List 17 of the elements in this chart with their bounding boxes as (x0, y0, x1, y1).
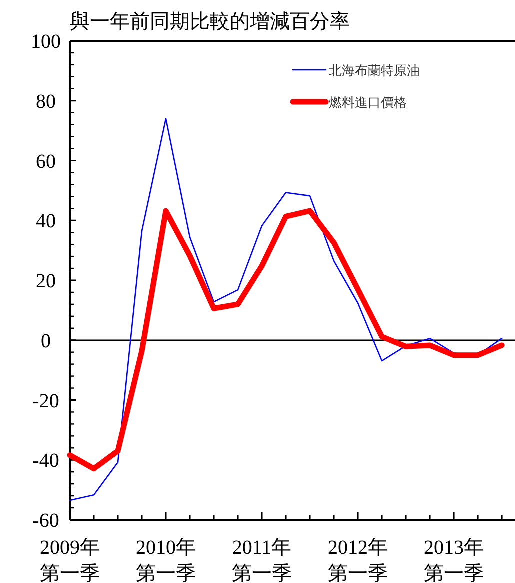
y-tick-label: 40 (36, 210, 56, 233)
x-tick-label: 2011年第一季 (232, 537, 292, 583)
legend-label: 燃料進口價格 (329, 96, 407, 111)
y-tick-label: -40 (32, 450, 60, 472)
y-tick-label: 60 (36, 150, 56, 173)
y-tick-label: -20 (32, 390, 60, 412)
x-tick-label: 2012年第一季 (328, 537, 388, 583)
y-tick-label: 80 (36, 90, 56, 113)
chart-title: 與一年前同期比較的增減百分率 (70, 11, 350, 33)
x-tick-label: 2013年第一季 (424, 537, 484, 583)
legend-label: 北海布蘭特原油 (329, 64, 420, 79)
y-tick-label: 0 (41, 330, 51, 352)
x-tick-label: 2010年第一季 (136, 537, 196, 583)
y-tick-label: 100 (31, 31, 61, 53)
x-tick-label: 2009年第一季 (40, 537, 100, 583)
y-tick-label: 20 (36, 270, 56, 292)
y-tick-label: -60 (32, 510, 60, 532)
